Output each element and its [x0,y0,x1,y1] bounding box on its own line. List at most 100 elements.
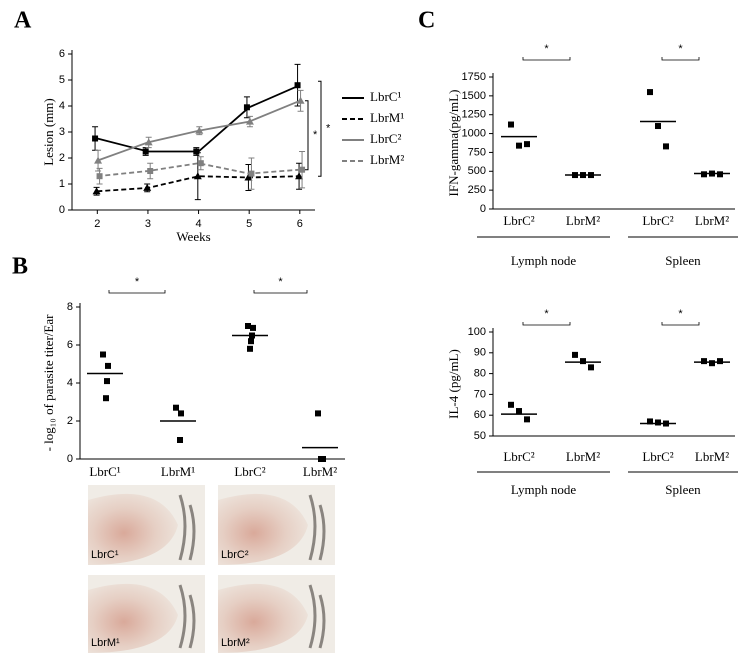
data-point [508,121,514,128]
y-axis-label: Lesion (mm) [41,98,56,166]
significance-label: * [678,308,683,320]
category-label: LbrC² [503,449,534,464]
data-point [178,410,184,417]
data-point [105,362,111,369]
y-tick-label: 100 [468,326,486,338]
significance-label: * [544,308,549,320]
marker [147,168,154,174]
data-point [177,437,183,443]
x-tick-label: 4 [196,218,202,230]
y-tick-label: 1750 [462,71,486,83]
data-point [524,141,530,148]
marker [243,104,250,111]
y-axis-label: - log₁₀ of parasite titer/Ear [41,314,56,452]
category-label: LbrC² [642,449,673,464]
data-point [103,395,109,402]
significance-bracket [661,57,700,61]
data-point [100,351,106,358]
y-tick-label: 8 [67,301,73,313]
significance-bracket [522,322,571,326]
data-point [701,358,707,365]
marker [92,135,99,142]
marker [299,166,306,173]
x-tick-label: 2 [94,218,100,230]
y-axis-label: IFN-gamma(pg/mL) [446,90,461,197]
data-point [717,358,723,365]
significance-label: * [326,123,331,135]
photo-fur [178,494,196,561]
x-axis-label: Weeks [176,229,210,244]
significance-bracket [661,322,700,326]
photo-ear [88,493,178,565]
y-tick-label: 750 [468,146,486,158]
marker [294,82,301,89]
photo-fur [178,584,196,649]
series-line [97,175,300,193]
photo-ear [218,583,308,653]
data-point [516,142,522,149]
y-tick-label: 5 [59,74,65,86]
data-point [655,123,661,130]
significance-bracket [522,57,571,61]
data-point [717,171,723,178]
y-tick-label: 0 [59,204,65,216]
y-tick-label: 0 [67,453,73,465]
marker [92,187,101,195]
y-tick-label: 500 [468,165,486,177]
photo-ear [218,493,308,565]
series-line [97,162,300,178]
group-label: Lymph node [511,253,577,268]
data-point [173,404,179,411]
legend-label: LbrC¹ [370,89,401,104]
data-point [247,345,253,352]
marker [193,148,200,155]
marker [245,117,254,125]
category-label: LbrC¹ [89,464,120,479]
y-tick-label: 1 [59,178,65,190]
data-point [647,89,653,96]
data-point [516,408,522,415]
data-point [104,378,110,385]
y-tick-label: 90 [474,347,486,359]
marker [144,138,153,146]
y-axis-label: IL-4 (pg/mL) [446,349,461,419]
photo-fur [308,584,326,649]
photo-label: LbrC¹ [91,549,119,561]
category-label: LbrC² [503,213,534,228]
data-point [655,419,661,426]
significance-bracket [305,100,309,171]
data-point [580,358,586,365]
group-label: Lymph node [511,482,577,497]
x-tick-label: 6 [297,218,303,230]
y-tick-label: 250 [468,184,486,196]
data-point [245,323,251,329]
marker [193,172,202,180]
significance-label: * [544,43,549,55]
data-point [588,364,594,371]
marker [195,126,204,134]
category-label: LbrM² [695,449,729,464]
group-label: Spleen [665,253,701,268]
data-point [318,456,324,462]
data-point [248,338,254,345]
significance-label: * [135,276,140,288]
y-tick-label: 6 [59,48,65,60]
category-label: LbrM² [566,449,600,464]
y-tick-label: 1000 [462,127,486,139]
significance-label: * [313,129,318,141]
x-tick-label: 5 [246,218,252,230]
category-label: LbrM¹ [161,464,195,479]
marker [248,170,255,177]
y-tick-label: 3 [59,126,65,138]
y-tick-label: 4 [59,100,65,112]
marker [142,148,149,155]
marker [197,160,204,167]
y-tick-label: 1250 [462,109,486,121]
category-label: LbrC² [234,464,265,479]
data-point [508,401,514,408]
x-tick-label: 3 [145,218,151,230]
data-point [709,360,715,367]
legend-label: LbrM² [370,152,404,167]
y-tick-label: 0 [480,203,486,215]
